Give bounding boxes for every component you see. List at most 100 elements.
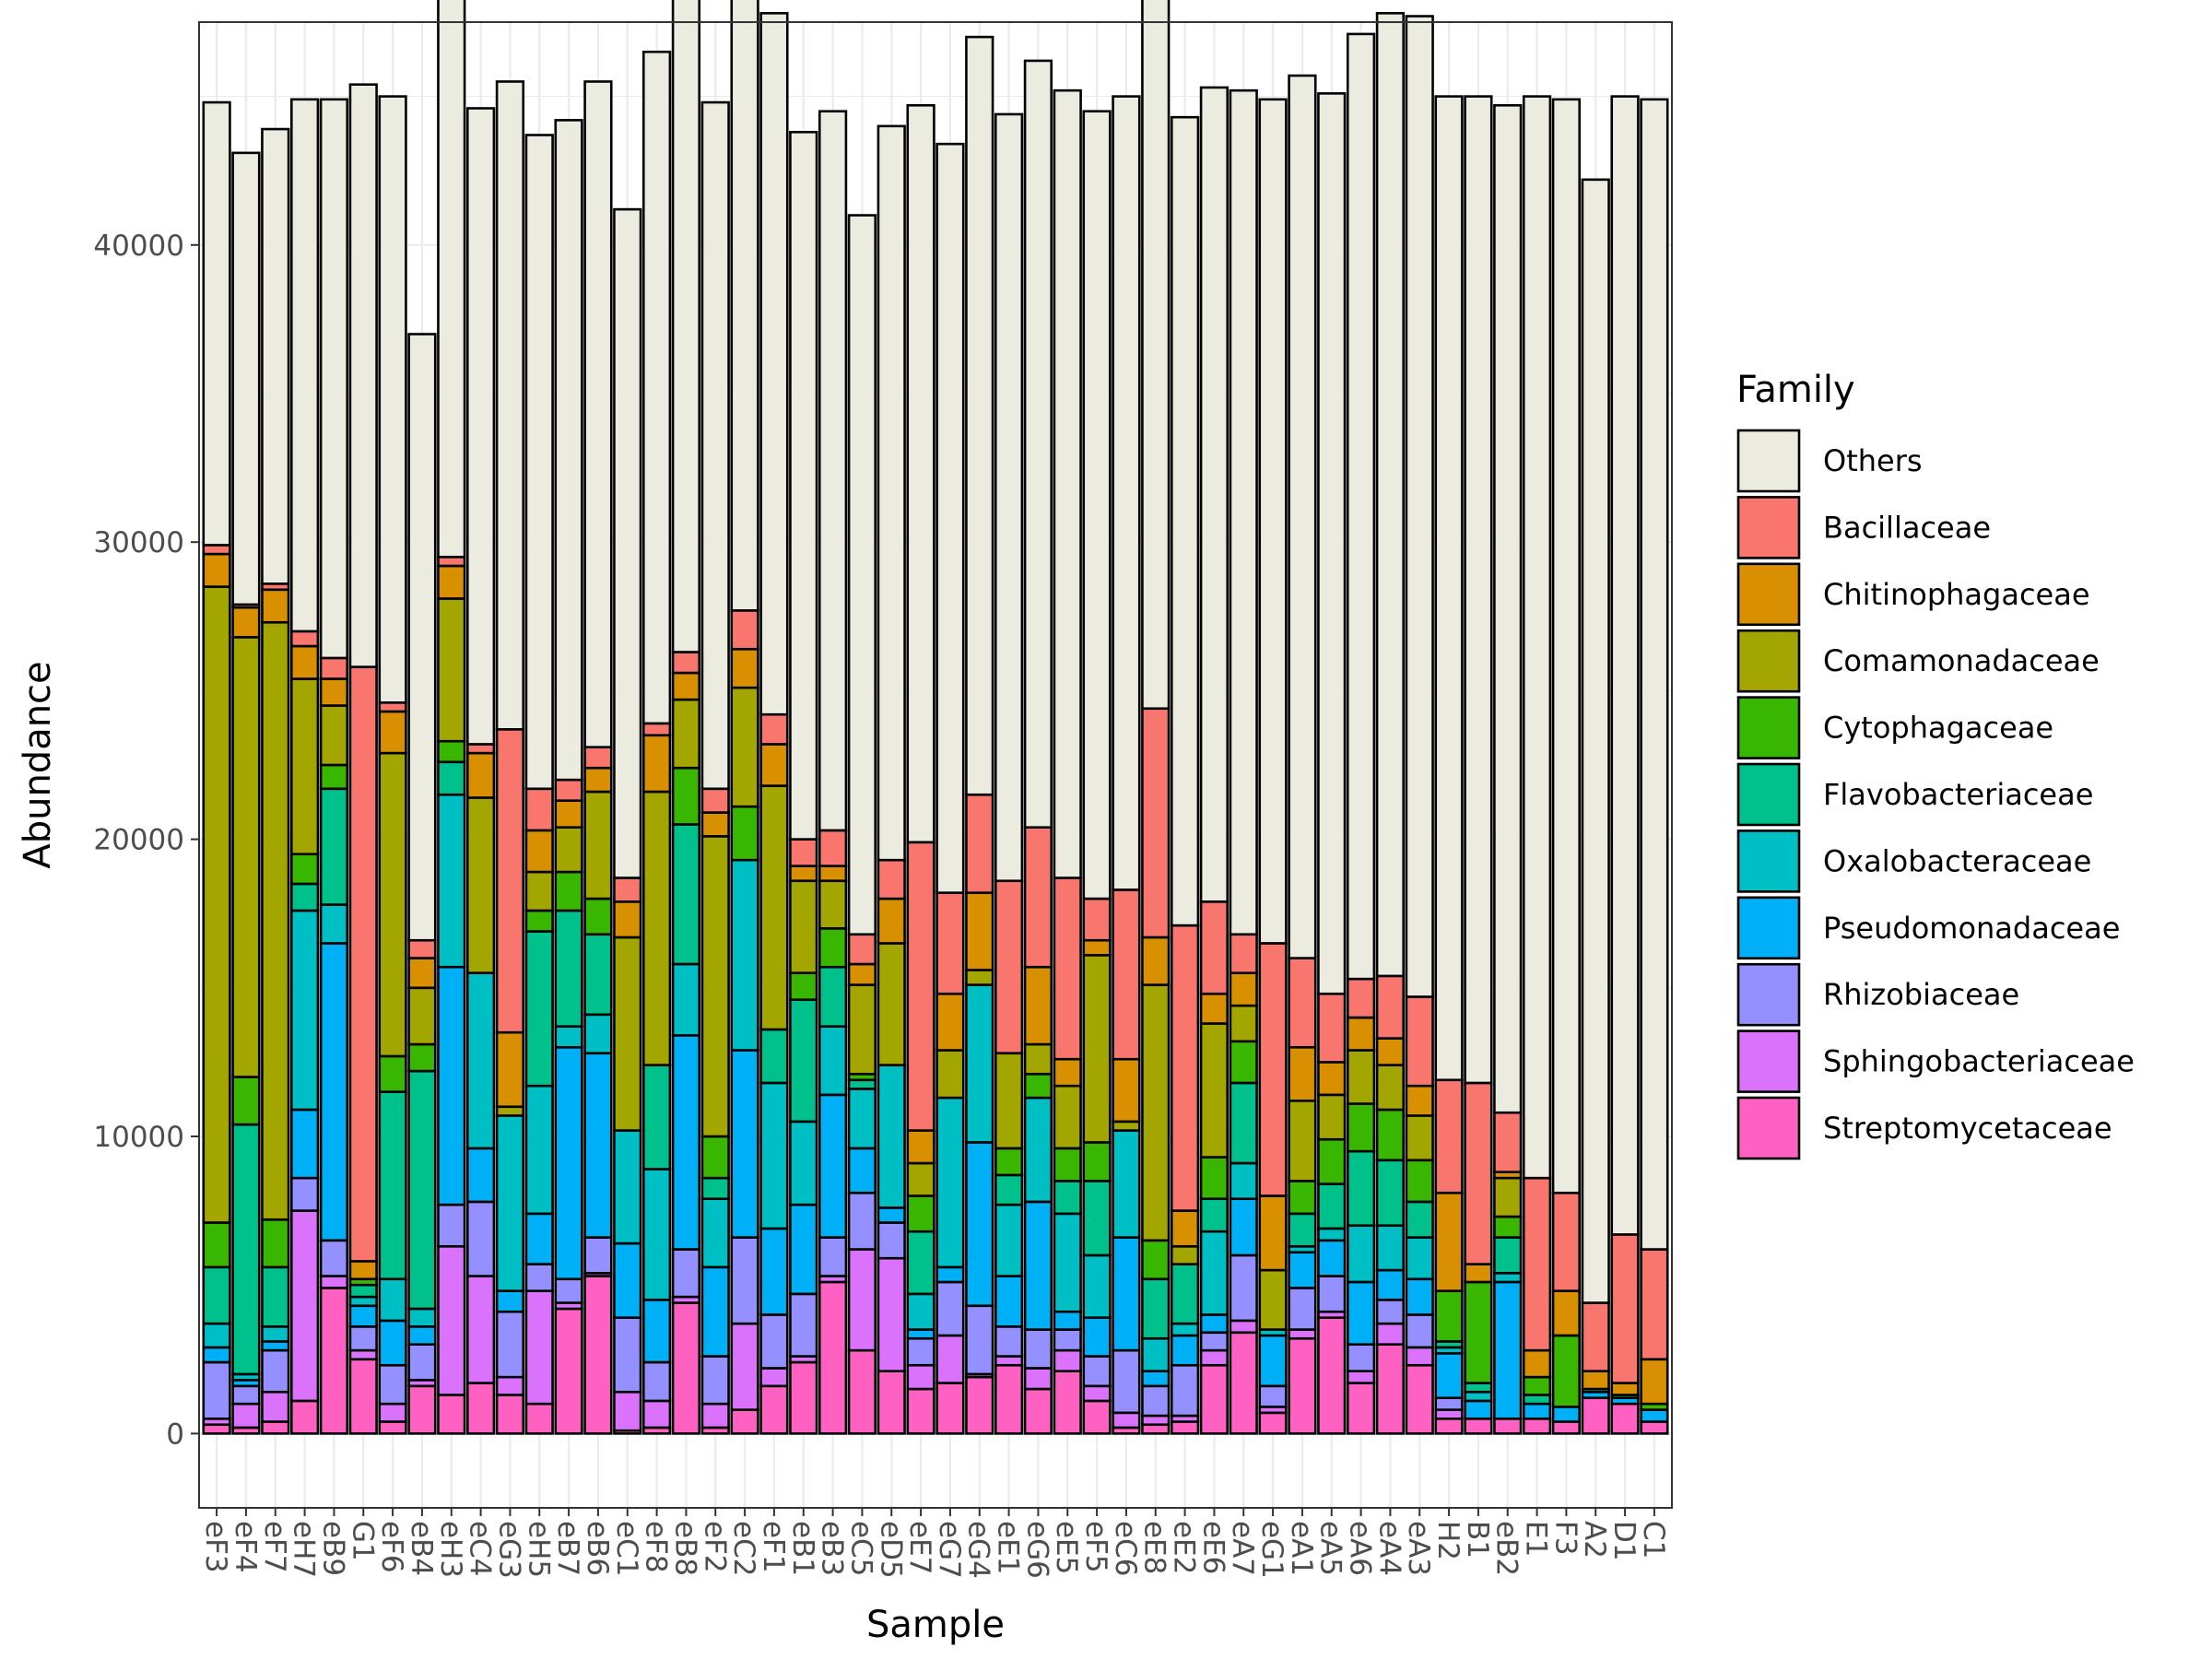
bar-segment-others: [1581, 178, 1610, 1304]
bar-segment-sphingobacteriaceae: [1229, 1319, 1258, 1335]
bar-stack-eC2: [730, 0, 759, 1435]
bar-segment-rhizobiaceae: [1053, 1328, 1082, 1352]
bar-segment-others: [1317, 92, 1347, 995]
bar-segment-sphingobacteriaceae: [1082, 1384, 1112, 1403]
bar-segment-oxalobacteraceae: [1199, 1230, 1230, 1316]
bar-segment-pseudomonadaceae: [994, 1275, 1024, 1328]
bar-segment-others: [877, 124, 906, 862]
bar-stack-F3: [1551, 98, 1582, 1435]
bar-segment-pseudomonadaceae: [261, 1340, 290, 1352]
legend-key: [1736, 496, 1801, 559]
bar-segment-comamonadaceae: [818, 879, 848, 930]
bar-segment-rhizobiaceae: [202, 1360, 231, 1420]
bar-segment-cytophagaceae: [1522, 1375, 1552, 1396]
bar-segment-streptomycetaceae: [289, 1399, 320, 1435]
bar-segment-rhizobiaceae: [1170, 1363, 1200, 1418]
bar-stack-eC6: [1112, 95, 1141, 1435]
bar-segment-cytophagaceae: [583, 897, 613, 936]
bar-segment-comamonadaceae: [730, 686, 759, 808]
bar-segment-streptomycetaceae: [437, 1394, 466, 1435]
bar-segment-flavobacteriaceae: [789, 998, 818, 1124]
bar-segment-cytophagaceae: [906, 1194, 935, 1233]
bar-segment-cytophagaceae: [319, 763, 349, 791]
bar-segment-pseudomonadaceae: [465, 1147, 496, 1204]
x-tick-label: eF3: [199, 1521, 232, 1573]
legend-key: [1736, 629, 1801, 693]
bar-segment-comamonadaceae: [641, 790, 672, 1066]
bar-segment-oxalobacteraceae: [613, 1129, 642, 1245]
bar-segment-streptomycetaceae: [818, 1280, 848, 1435]
bar-segment-flavobacteriaceae: [641, 1064, 672, 1171]
bar-segment-bacillaceae: [730, 609, 759, 651]
bar-segment-bacillaceae: [495, 728, 525, 1034]
bar-segment-others: [465, 107, 496, 746]
bar-segment-rhizobiaceae: [965, 1304, 994, 1376]
bar-segment-bacillaceae: [613, 877, 642, 903]
bar-segment-streptomycetaceae: [1581, 1396, 1610, 1435]
bar-segment-chitinophagaceae: [202, 552, 231, 588]
bar-segment-rhizobiaceae: [348, 1325, 378, 1352]
bar-segment-oxalobacteraceae: [1464, 1390, 1493, 1403]
bar-segment-bacillaceae: [1522, 1176, 1552, 1352]
bar-segment-streptomycetaceae: [1023, 1387, 1053, 1435]
bar-segment-oxalobacteraceae: [1023, 1096, 1053, 1204]
bar-segment-chitinophagaceae: [231, 606, 261, 639]
bar-segment-others: [231, 151, 261, 606]
bar-segment-comamonadaceae: [1375, 1064, 1406, 1112]
bar-segment-others: [495, 80, 525, 731]
legend-label: Pseudomonadaceae: [1823, 911, 2120, 946]
bar-segment-rhizobiaceae: [465, 1200, 496, 1277]
bar-segment-rhizobiaceae: [524, 1263, 554, 1292]
bar-segment-flavobacteriaceae: [700, 1176, 730, 1201]
bar-segment-pseudomonadaceae: [1170, 1334, 1200, 1367]
bar-segment-rhizobiaceae: [495, 1310, 525, 1379]
bar-segment-streptomycetaceae: [1082, 1399, 1112, 1435]
bar-segment-others: [1258, 98, 1288, 945]
bar-segment-rhizobiaceae: [1112, 1348, 1141, 1415]
bar-segment-bacillaceae: [641, 722, 672, 737]
legend-item-oxalobacteraceae: Oxalobacteraceae: [1736, 830, 2091, 893]
bar-segment-oxalobacteraceae: [789, 1120, 818, 1206]
bar-segment-comamonadaceae: [289, 677, 320, 856]
bar-segment-sphingobacteriaceae: [730, 1322, 759, 1411]
bar-segment-streptomycetaceae: [759, 1384, 789, 1435]
x-tick-label: eC6: [1109, 1521, 1142, 1576]
bar-segment-rhizobiaceae: [1434, 1396, 1464, 1411]
bar-segment-comamonadaceae: [554, 826, 583, 874]
legend-title: Family: [1736, 369, 1855, 411]
bar-stack-eC4: [465, 107, 496, 1435]
bar-stack-eC1: [613, 207, 642, 1435]
legend-item-pseudomonadaceae: Pseudomonadaceae: [1736, 896, 2120, 960]
bar-stack-eG4: [965, 35, 994, 1435]
legend-label: Cytophagaceae: [1823, 711, 2053, 746]
x-tick-label: eE5: [1050, 1521, 1083, 1574]
bar-segment-flavobacteriaceae: [759, 1028, 789, 1085]
bar-segment-oxalobacteraceae: [965, 983, 994, 1144]
bar-segment-sphingobacteriaceae: [437, 1244, 466, 1396]
bar-segment-bacillaceae: [1640, 1248, 1669, 1361]
bar-segment-cytophagaceae: [407, 1042, 437, 1073]
bar-segment-flavobacteriaceae: [524, 930, 554, 1088]
bar-stack-C1: [1640, 98, 1669, 1435]
bar-segment-comamonadaceae: [671, 698, 701, 770]
bar-segment-sphingobacteriaceae: [378, 1402, 407, 1423]
bar-segment-oxalobacteraceae: [1317, 1227, 1347, 1242]
bar-segment-comamonadaceae: [877, 942, 906, 1066]
bar-segment-pseudomonadaceae: [1023, 1200, 1053, 1331]
bar-stack-eE1: [994, 112, 1024, 1435]
bar-segment-chitinophagaceae: [524, 829, 554, 874]
bar-segment-rhizobiaceae: [877, 1221, 906, 1260]
bar-segment-oxalobacteraceae: [465, 971, 496, 1150]
bar-segment-chitinophagaceae: [759, 743, 789, 787]
bar-segment-pseudomonadaceae: [1112, 1236, 1141, 1352]
bar-segment-cytophagaceae: [1141, 1239, 1171, 1281]
bar-segment-others: [1610, 95, 1640, 1236]
legend-key: [1736, 429, 1801, 493]
bar-segment-pseudomonadaceae: [613, 1241, 642, 1319]
panel-border: [198, 21, 1673, 1509]
bar-segment-chitinophagaceae: [671, 671, 701, 701]
bar-segment-rhizobiaceae: [231, 1384, 261, 1406]
bar-segment-comamonadaceae: [789, 879, 818, 974]
bar-segment-chitinophagaceae: [789, 865, 818, 883]
bar-segment-comamonadaceae: [906, 1161, 935, 1197]
